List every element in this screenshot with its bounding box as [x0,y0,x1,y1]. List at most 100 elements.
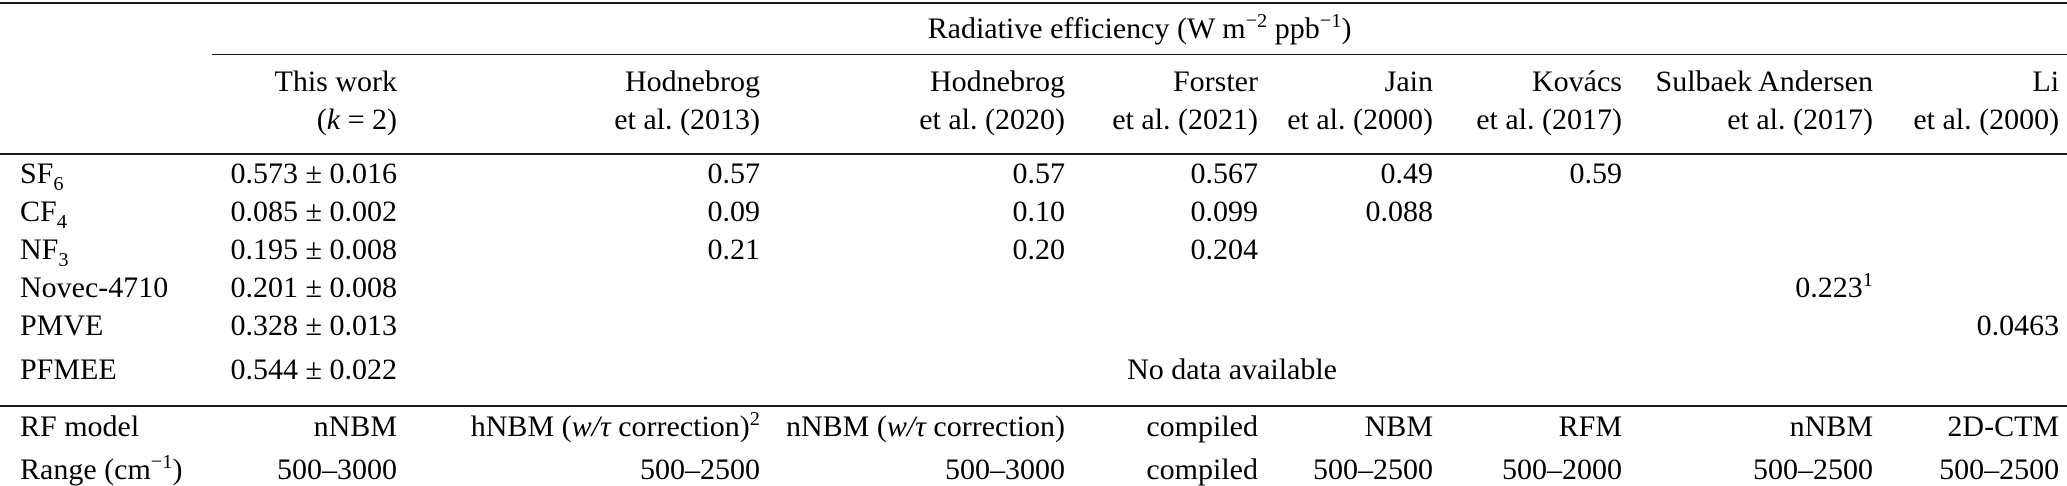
col-header-line1: Hodnebrog [625,65,760,98]
table-row-novec-4710: Novec-4710 0.201 ± 0.008 0.2231 [0,269,2067,307]
value-cell [1433,193,1622,231]
rf-model-text: correction) [925,410,1065,443]
col-header-line2: et al. (2020) [919,103,1065,136]
range-cell: 500–3000 [212,447,397,486]
species-label: CF4 [0,193,212,233]
range-exponent: −1 [150,451,173,473]
rf-model-cell: nNBM [212,405,397,447]
col-header-line2: et al. (2000) [1913,103,2060,136]
value-cell: 0.10 [1012,195,1066,228]
species-name: Novec-4710 [20,271,169,304]
species-label: PFMEE [0,345,212,406]
footnote-marker: 2 [749,408,760,430]
value-cell: 0.21 [707,233,761,266]
value-cell: 0.195 ± 0.008 [230,233,397,266]
unit-header-row: Radiative efficiency (W m−2 ppb−1) [0,3,2067,55]
rf-model-text: correction) [610,410,750,443]
rf-model-text: hNBM ( [470,410,572,443]
species-label: PMVE [0,307,212,345]
value-cell: 0.204 [1190,233,1259,266]
value-cell [1258,269,1433,307]
range-cell: 500–2500 [397,447,760,486]
species-label: SF6 [0,154,212,195]
col-header-line2: et al. (2021) [1112,103,1258,136]
unit-exponent: −1 [1319,10,1342,32]
range-label-text: Range (cm [20,453,151,486]
col-header-li-2000: Li et al. (2000) [1873,54,2067,155]
value-cell [1873,193,2067,231]
value-cell: 0.59 [1569,157,1623,190]
col-header-line2: et al. (2000) [1287,103,1433,136]
col-header-jain-2000: Jain et al. (2000) [1258,54,1433,155]
unit-header-text: Radiative efficiency (W m [927,12,1246,45]
paren: ( [316,103,327,136]
col-header-kovacs-2017: Kovács et al. (2017) [1433,54,1622,155]
col-header-line1: Jain [1384,65,1433,98]
col-header-hodnebrog-2020: Hodnebrog et al. (2020) [760,54,1065,155]
table-row-nf3: NF3 0.195 ± 0.008 0.21 0.20 0.204 [0,231,2067,270]
species-name: PFMEE [20,352,117,386]
col-header-line2: et al. (2013) [614,103,760,136]
unit-header-text: ppb [1267,12,1320,45]
species-label: NF3 [0,231,212,270]
col-header-line1: Li [2032,65,2060,98]
w-tau-variable: w/τ [886,410,926,443]
col-header-line1: Sulbaek Andersen [1655,65,1873,98]
species-subscript: 6 [53,173,64,195]
value-cell [1433,269,1622,307]
value-cell: 0.201 ± 0.008 [230,271,397,304]
range-cell: compiled [1065,447,1258,486]
value-cell: 0.49 [1380,157,1434,190]
value-cell: 0.20 [1012,233,1066,266]
rf-model-cell: compiled [1065,405,1258,447]
col-header-line2: et al. (2017) [1476,103,1622,136]
range-label-text: ) [172,453,183,486]
value-cell [1622,231,1873,269]
rf-model-cell: RFM [1433,405,1622,447]
species-name: CF [20,195,57,228]
col-header-forster-2021: Forster et al. (2021) [1065,54,1258,155]
species-label: Novec-4710 [0,269,212,307]
col-header-line1: Forster [1173,65,1258,98]
value-cell: 0.57 [707,157,761,190]
species-subscript: 4 [56,211,67,233]
k-value: = 2) [340,103,397,136]
species-name: SF [20,157,54,190]
value-cell: 0.09 [707,195,761,228]
value-cell [1258,307,1433,345]
value-cell [1258,231,1433,269]
value-cell [1873,269,2067,307]
table-row-sf6: SF6 0.573 ± 0.016 0.57 0.57 0.567 0.49 0… [0,154,2067,195]
col-header-sulbaek-andersen-2017: Sulbaek Andersen et al. (2017) [1622,54,1873,155]
col-header-line2: (k = 2) [212,101,397,139]
unit-header-text: ) [1341,12,1352,45]
rf-model-text: nNBM ( [785,410,887,443]
range-cell: 500–2500 [1622,447,1873,486]
corner-spacer [0,3,212,55]
species-name: NF [20,233,59,266]
value-cell [1873,154,2067,193]
value-cell [760,269,1065,307]
value-cell [1065,307,1258,345]
k-variable: k [326,103,341,136]
value-cell [1622,307,1873,345]
range-cell: 500–3000 [760,447,1065,486]
table-row-cf4: CF4 0.085 ± 0.002 0.09 0.10 0.099 0.088 [0,193,2067,233]
value-cell: 0.328 ± 0.013 [230,309,397,342]
column-header-row: This work (k = 2) Hodnebrog et al. (2013… [0,54,2067,155]
col-header-line1: This work [274,65,398,98]
col-header-line2: et al. (2017) [1727,103,1873,136]
value-cell [1433,307,1622,345]
value-cell: 0.088 [1365,195,1434,228]
value-cell: 0.567 [1190,157,1259,190]
unit-header-cell: Radiative efficiency (W m−2 ppb−1) [212,3,2067,55]
table-row-pfmee: PFMEE 0.544 ± 0.022 No data available [0,345,2067,406]
range-cell: 500–2000 [1433,447,1622,486]
value-cell [1873,231,2067,269]
value-cell: 0.57 [1012,157,1066,190]
col-header-this-work: This work (k = 2) [212,54,398,155]
value-cell [760,307,1065,345]
table-row-pmve: PMVE 0.328 ± 0.013 0.0463 [0,307,2067,345]
